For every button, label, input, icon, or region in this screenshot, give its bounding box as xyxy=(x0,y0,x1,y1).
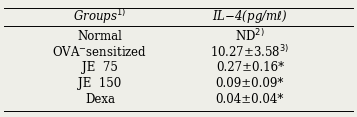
Text: ND$^{2)}$: ND$^{2)}$ xyxy=(235,28,265,44)
Text: JE  150: JE 150 xyxy=(78,77,122,90)
Text: Dexa: Dexa xyxy=(85,93,115,106)
Text: Normal: Normal xyxy=(77,30,122,43)
Text: 0.04±0.04*: 0.04±0.04* xyxy=(216,93,284,106)
Text: 10.27±3.58$^{3)}$: 10.27±3.58$^{3)}$ xyxy=(210,44,290,60)
Text: IL$-$4(pg/m$\ell$): IL$-$4(pg/m$\ell$) xyxy=(212,8,288,25)
Text: OVA$^{-}$sensitized: OVA$^{-}$sensitized xyxy=(52,45,147,59)
Text: 0.27±0.16*: 0.27±0.16* xyxy=(216,61,284,74)
Text: Groups$^{1)}$: Groups$^{1)}$ xyxy=(74,7,126,26)
Text: 0.09±0.09*: 0.09±0.09* xyxy=(216,77,284,90)
Text: JE  75: JE 75 xyxy=(82,61,118,74)
